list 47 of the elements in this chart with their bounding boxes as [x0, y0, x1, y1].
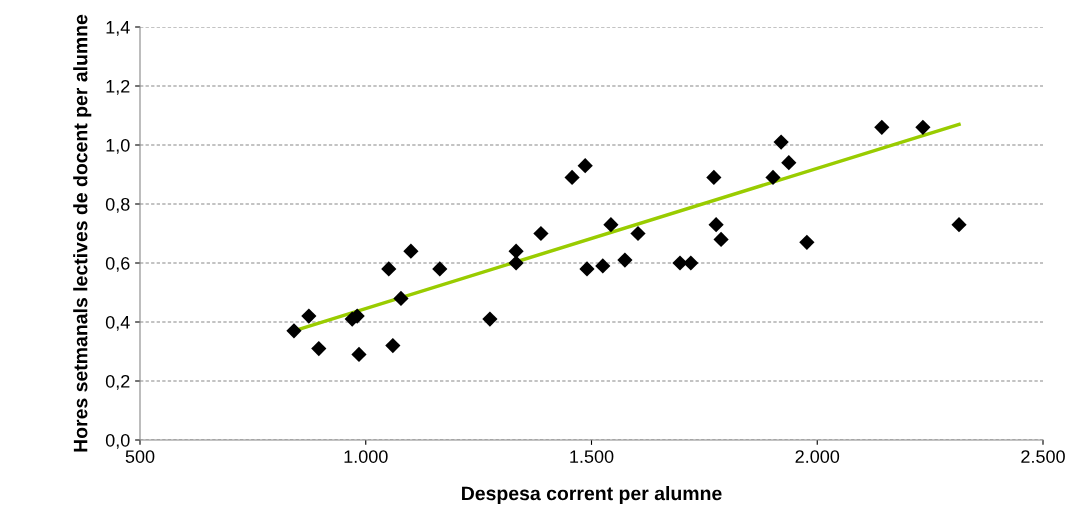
point — [577, 158, 593, 174]
y-tick-label: 0,8 — [105, 197, 130, 213]
point — [432, 261, 448, 277]
point — [533, 225, 549, 242]
point — [286, 323, 302, 339]
y-axis-title: Hores setmanals lectives de docent per alumne — [73, 14, 92, 452]
x-tick-label: 1.000 — [344, 450, 388, 463]
point — [385, 337, 401, 354]
point — [579, 261, 595, 277]
x-tick-label: 2.000 — [795, 450, 840, 463]
x-tick-label: 1.500 — [570, 450, 614, 463]
y-tick-label: 0,2 — [105, 374, 130, 390]
point — [403, 243, 419, 259]
point — [781, 155, 797, 171]
y-tick-label: 0,4 — [105, 315, 130, 331]
point — [351, 346, 367, 363]
point — [564, 169, 580, 186]
point — [482, 311, 498, 327]
point — [773, 134, 789, 150]
point — [630, 225, 646, 242]
point — [508, 255, 524, 271]
x-tick-label: 500 — [125, 450, 155, 463]
y-tick-label: 0,6 — [105, 256, 130, 272]
y-tick-label: 0,0 — [105, 433, 130, 449]
point — [508, 243, 524, 259]
point — [915, 119, 931, 135]
point — [381, 261, 397, 277]
y-tick-label: 1,2 — [106, 79, 130, 95]
point — [706, 169, 722, 186]
point — [713, 231, 729, 248]
point — [617, 252, 633, 268]
point — [393, 290, 409, 307]
point — [603, 217, 619, 233]
point — [672, 255, 688, 271]
point — [799, 234, 815, 250]
point — [951, 217, 967, 233]
point — [311, 340, 327, 357]
point — [301, 308, 317, 324]
point — [708, 217, 724, 233]
x-axis-title: Despesa corrent per alumne — [462, 486, 722, 505]
x-tick-label: 2.500 — [1021, 450, 1065, 463]
point — [874, 119, 890, 135]
point — [595, 258, 611, 274]
y-tick-label: 1,0 — [106, 138, 130, 154]
point — [683, 255, 699, 271]
point — [765, 169, 781, 186]
y-tick-label: 1,4 — [106, 21, 130, 36]
